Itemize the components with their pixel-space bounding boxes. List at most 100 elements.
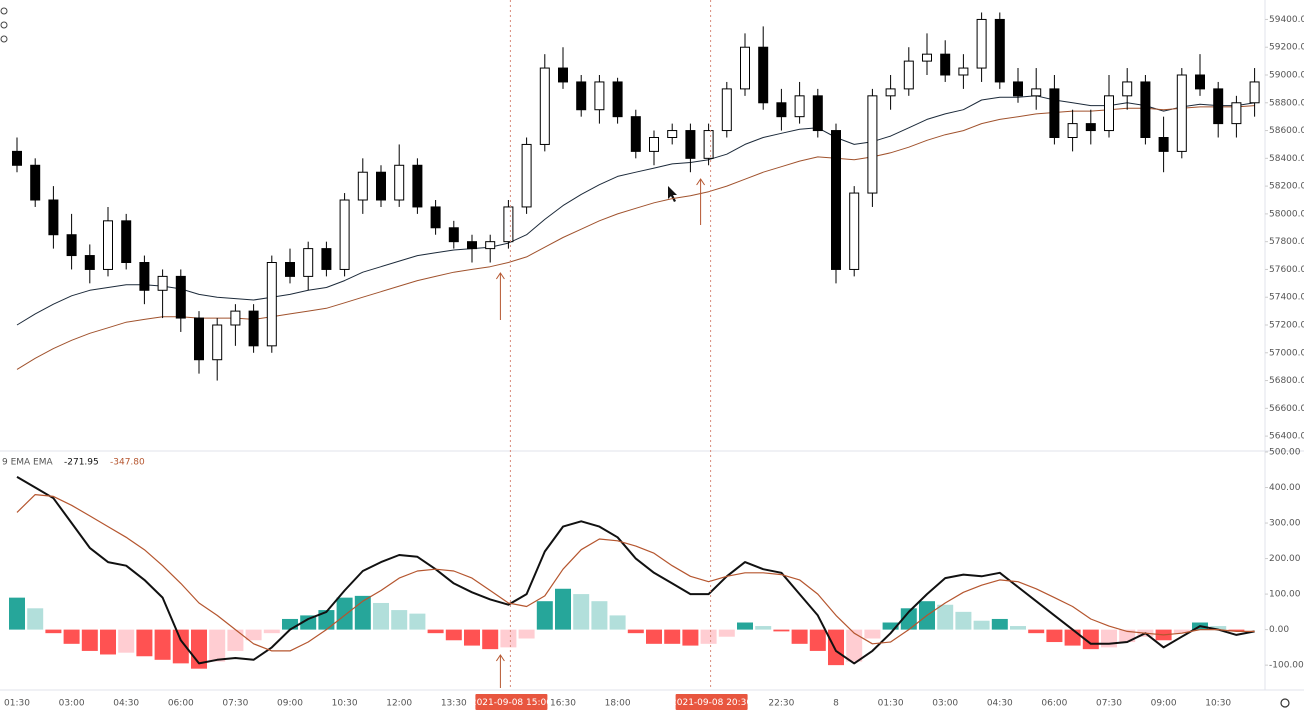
histogram-bar [300,615,317,630]
candle-body [48,199,59,236]
histogram-bar [464,629,480,646]
candle-body [794,95,805,118]
histogram-bar [737,622,753,630]
histogram-bar [536,601,553,630]
histogram-bar [500,629,517,648]
candle-body [1158,137,1169,152]
candle-body [175,275,186,319]
histogram-bar [445,629,462,641]
candle-body [740,46,750,90]
x-tick-label: 09:00 [1151,699,1177,709]
candle-body [339,199,350,270]
candle-body [103,220,113,270]
histogram-bar [791,629,808,644]
candle-body [1140,81,1151,138]
x-tick-label: 12:00 [386,699,412,709]
annotation-arrow-head [495,272,505,280]
y-tick-label: 58800.00 [1269,98,1304,108]
y-tick-label: 300.00 [1269,519,1301,529]
candle-body [521,143,532,208]
candle-body [1249,81,1260,104]
annotation-arrow-head [696,178,706,186]
histogram-bar [809,629,826,651]
histogram-bar [828,629,844,666]
x-tick-label: 01:30 [878,699,904,709]
histogram-bar [391,610,408,630]
indicator-icons[interactable] [0,7,8,43]
histogram-bar [700,629,717,644]
candle-body [266,262,277,347]
icon[interactable] [0,21,8,29]
candle-body [194,317,204,361]
candle-body [467,241,477,250]
histogram-bar [1173,629,1190,634]
x-tick-label: 09:00 [277,699,303,709]
candle-body [958,67,969,76]
candle-body [612,81,623,118]
y-tick-label: 59000.00 [1269,71,1304,81]
candle-body [849,192,860,270]
x-tick-label: 03:00 [59,699,85,709]
x-tick-label: 06:00 [1041,699,1067,709]
line [16,95,1255,326]
candle-body [1231,102,1242,125]
y-tick-label: 58400.00 [1269,154,1304,164]
histogram-bar [373,602,389,630]
line [16,105,1255,370]
histogram-bar [1010,626,1026,630]
histogram-bar [591,601,608,630]
x-tick-label: 22:30 [768,699,794,709]
y-tick-label: -100.00 [1269,661,1304,671]
histogram-bar [955,611,972,630]
x-tick-label: 16:30 [550,699,576,709]
histogram-bar [318,610,335,630]
histogram-bar [900,608,917,630]
candle-body [12,150,22,166]
icon[interactable] [0,7,8,15]
settings-icon[interactable] [1280,698,1290,708]
candle-body [394,164,405,201]
candle-body [448,227,459,243]
candle-body [503,206,514,243]
histogram-bar [9,597,25,630]
candle-body [485,241,496,250]
icon[interactable] [0,35,8,43]
candle-body [212,324,223,361]
y-tick-label: 57200.00 [1269,321,1304,331]
histogram-bar [846,629,863,662]
histogram-bar [627,629,644,634]
candle-body [1085,123,1096,132]
candle-body [248,310,259,347]
candle-body [230,310,241,326]
histogram-bar [1028,629,1045,634]
x-tick-label: 06:00 [168,699,194,709]
histogram-bar [482,629,499,650]
histogram-bar [973,620,990,630]
histogram-bar [263,629,280,634]
y-tick-label: 0.00 [1269,625,1289,635]
histogram-bar [209,629,226,662]
y-tick-label: 56400.00 [1269,432,1304,442]
candle-body [922,53,932,62]
candle-body [1213,88,1224,125]
candle-body [776,102,787,118]
candle-body [1049,88,1060,138]
histogram-bar [718,629,735,637]
candle-body [66,234,77,257]
candle-body [812,95,823,132]
x-tick-label: 07:30 [222,699,248,709]
histogram-bar [1228,629,1245,632]
candle-body [357,171,368,201]
histogram-bar [864,629,881,639]
candle-body [1122,81,1133,97]
signal-legend-value: -347.80 [110,458,145,468]
x-tick-label: 13:30 [441,699,467,709]
y-tick-label: 500.00 [1269,448,1301,458]
histogram-bar [100,629,116,655]
histogram-bar [172,629,189,664]
y-tick-label: 57400.00 [1269,293,1304,303]
macd-legend-label: 9 EMA EMA [2,458,54,468]
candle-body [412,164,423,208]
y-tick-label: 57000.00 [1269,348,1304,358]
